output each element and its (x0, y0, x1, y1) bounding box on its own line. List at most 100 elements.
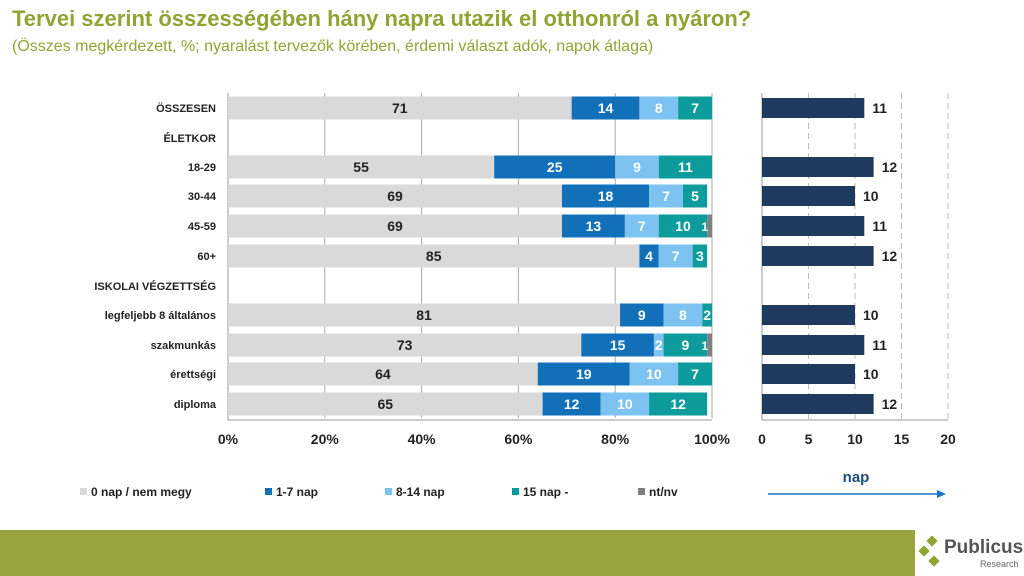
bar-segment (707, 214, 712, 238)
category-label: diploma (174, 399, 217, 411)
x-tick-label: 20 (940, 431, 956, 447)
data-label: 11 (872, 100, 887, 116)
data-label: 12 (882, 396, 898, 412)
x-tick-label: 40% (408, 431, 437, 447)
logo-sub: Research (980, 559, 1019, 569)
data-label: 2 (703, 307, 711, 323)
data-label: 25 (547, 159, 563, 175)
avg-bar (762, 98, 865, 118)
avg-bar (762, 216, 865, 236)
bar-segment (228, 214, 562, 238)
legend-label: 15 nap - (523, 485, 568, 499)
data-label: 7 (691, 100, 699, 116)
avg-bar (762, 186, 855, 206)
bar-segment (494, 155, 616, 179)
data-label: 11 (678, 159, 693, 175)
data-label: 10 (863, 366, 879, 382)
category-label: érettségi (170, 369, 216, 381)
data-label: 2 (655, 337, 663, 353)
legend-swatch (512, 488, 519, 495)
legend-label: nt/nv (649, 485, 678, 499)
data-label: 10 (675, 218, 691, 234)
chart: 0% 20% 40% 60% 80% 100%ÖSSZESEN 71 14 8 7ÉLETKOR1… (80, 93, 956, 499)
data-label: 5 (691, 188, 699, 204)
data-label: 11 (872, 218, 887, 234)
data-label: 69 (387, 188, 403, 204)
legend-swatch (265, 488, 272, 495)
data-label: 64 (375, 366, 391, 382)
category-label: szakmunkás (151, 340, 216, 352)
data-label: 12 (882, 159, 898, 175)
category-label: legfeljebb 8 általános (105, 310, 216, 322)
data-label: 8 (679, 307, 687, 323)
data-label: 15 (610, 337, 626, 353)
data-label: 10 (863, 307, 879, 323)
data-label: 85 (426, 248, 442, 264)
bar-segment (707, 333, 712, 357)
avg-bar (762, 305, 855, 325)
x-tick-label: 0% (218, 431, 239, 447)
bar-segment (649, 184, 683, 208)
x-axis-title: nap (843, 469, 870, 486)
legend-label: 0 nap / nem megy (91, 485, 192, 499)
data-label: 12 (670, 396, 686, 412)
x-tick-label: 15 (894, 431, 910, 447)
x-tick-label: 5 (805, 431, 813, 447)
data-label: 3 (696, 248, 704, 264)
bar-segment (624, 214, 659, 238)
bar-segment (228, 392, 543, 416)
bar-segment (649, 392, 708, 416)
bar-segment (639, 96, 679, 120)
bar-segment (639, 244, 659, 268)
bar-segment (615, 155, 659, 179)
data-label: 10 (646, 366, 662, 382)
x-tick-label: 0 (758, 431, 766, 447)
data-label: 19 (576, 366, 592, 382)
x-tick-label: 60% (504, 431, 533, 447)
footer-bar (0, 530, 915, 576)
x-tick-label: 10 (847, 431, 863, 447)
data-label: 81 (416, 307, 432, 323)
bar-segment (581, 333, 654, 357)
bar-segment (678, 96, 712, 120)
legend-label: 1-7 nap (276, 485, 318, 499)
x-tick-label: 100% (694, 431, 730, 447)
category-label: ÖSSZESEN (156, 102, 216, 115)
x-tick-label: 20% (311, 431, 340, 447)
bar-segment (228, 303, 621, 327)
data-label: 1 (701, 339, 708, 353)
avg-bar (762, 364, 855, 384)
data-label: 9 (681, 337, 689, 353)
data-label: 11 (872, 337, 887, 353)
data-label: 7 (662, 188, 670, 204)
data-label: 7 (691, 366, 699, 382)
bar-segment (653, 333, 664, 357)
avg-bar (762, 157, 874, 177)
data-label: 69 (387, 218, 403, 234)
data-label: 55 (353, 159, 369, 175)
avg-bar (762, 246, 874, 266)
legend-swatch (638, 488, 645, 495)
data-label: 8 (655, 100, 663, 116)
bar-segment (600, 392, 650, 416)
arrow-icon (937, 490, 946, 498)
data-label: 9 (638, 307, 646, 323)
bar-segment (228, 184, 562, 208)
data-label: 13 (586, 218, 602, 234)
legend-swatch (80, 488, 87, 495)
avg-bar (762, 335, 865, 355)
bar-segment (571, 96, 640, 120)
publicus-logo: Publicus Research (918, 536, 1024, 576)
bar-segment (542, 392, 601, 416)
chart-title: Tervei szerint összességében hány napra … (12, 6, 752, 31)
bar-segment (658, 155, 712, 179)
legend-label: 8-14 nap (396, 485, 445, 499)
bar-segment (561, 184, 650, 208)
bar-segment (228, 362, 538, 386)
data-label: 65 (378, 396, 394, 412)
data-label: 18 (598, 188, 614, 204)
data-label: 12 (564, 396, 580, 412)
logo-icon (918, 536, 940, 567)
data-label: 14 (598, 100, 614, 116)
legend-swatch (385, 488, 392, 495)
